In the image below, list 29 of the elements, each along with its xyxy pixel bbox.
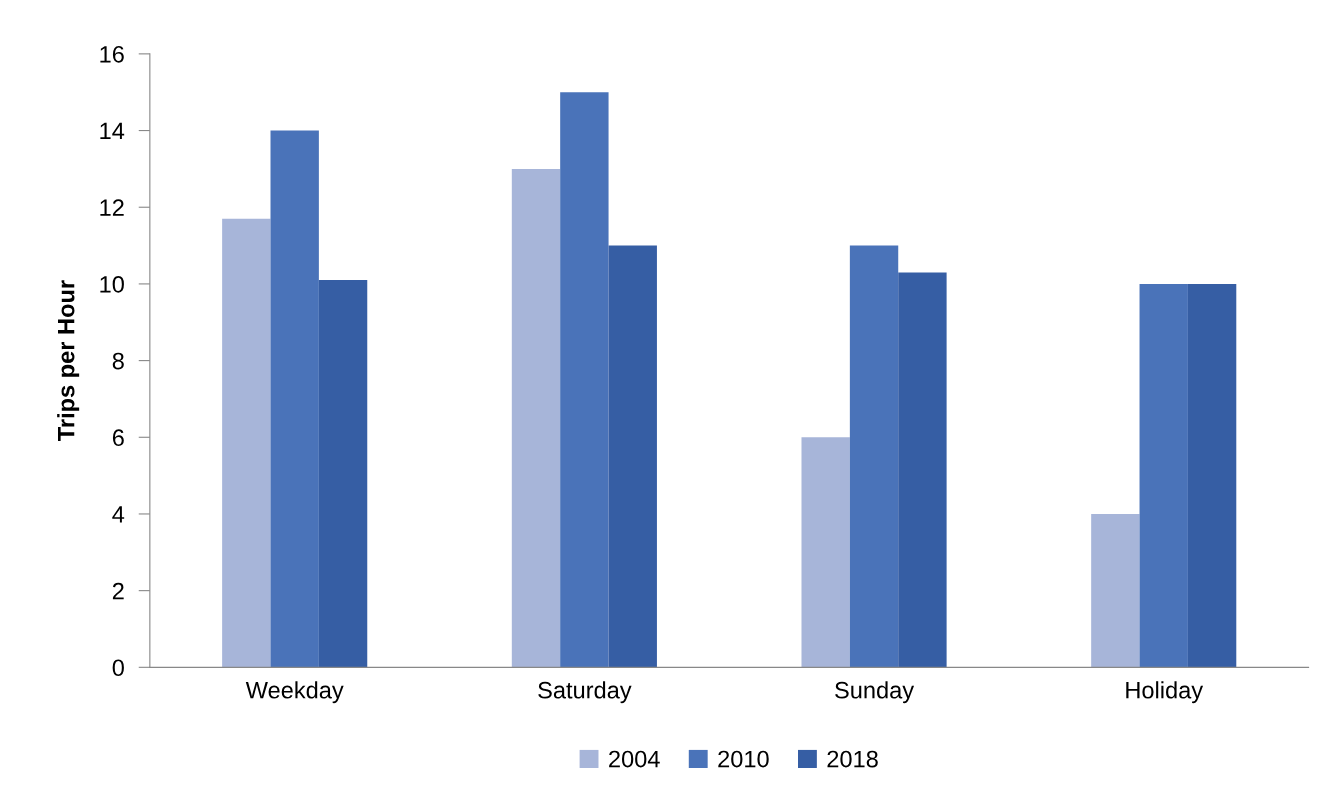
y-tick-label: 8 — [112, 352, 124, 370]
y-tick-label: 6 — [112, 429, 124, 447]
y-tick-label: 12 — [100, 199, 124, 216]
bar — [801, 437, 850, 668]
x-tick-label: Holiday — [1126, 681, 1204, 704]
bar — [898, 272, 947, 668]
x-tick-label: Saturday — [538, 681, 632, 704]
x-tick-label: Sunday — [835, 681, 915, 704]
x-tick-label: Weekday — [245, 681, 344, 704]
bar — [318, 280, 368, 668]
bar — [270, 130, 319, 668]
bar — [1187, 283, 1237, 668]
y-tick-label: 14 — [100, 122, 125, 140]
bar — [511, 168, 561, 668]
y-tick-label: 0 — [112, 659, 124, 677]
y-tick-label: 16 — [100, 45, 124, 63]
legend-label: 2018 — [827, 750, 878, 768]
legend-label: 2004 — [609, 750, 660, 768]
y-tick-label: 10 — [100, 275, 124, 293]
y-tick-label: 2 — [112, 582, 124, 600]
y-tick-label: 4 — [112, 506, 125, 523]
legend-label: 2010 — [718, 750, 769, 768]
bar — [1139, 283, 1188, 668]
bar — [1091, 513, 1140, 668]
y-axis-title: Trips per Hour — [57, 280, 80, 442]
bar — [608, 245, 657, 668]
bar — [560, 92, 609, 668]
bar — [849, 245, 899, 668]
bar — [222, 218, 271, 668]
